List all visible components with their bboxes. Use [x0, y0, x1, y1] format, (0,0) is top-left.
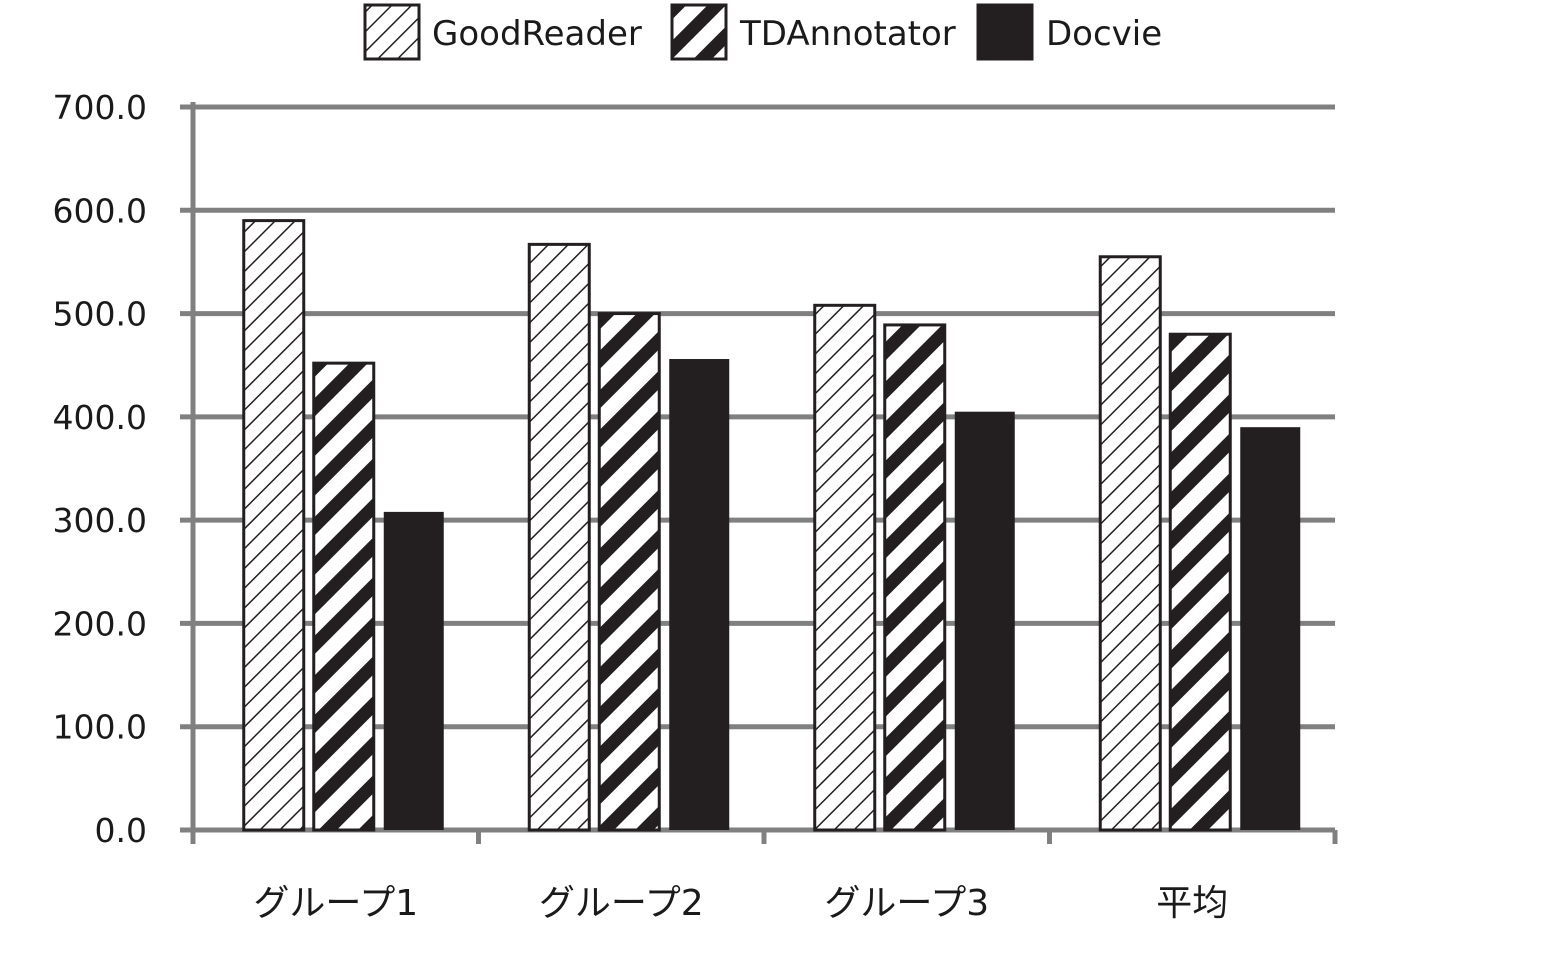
legend-label-docvie: Docvie — [1046, 14, 1162, 54]
y-tick-labels: 0.0 100.0 200.0 300.0 400.0 500.0 600.0 700.0 — [53, 88, 147, 850]
bar-docvie-2 — [669, 359, 730, 830]
bar-goodreader-4 — [1098, 255, 1162, 832]
bar-tdannotator-2 — [597, 312, 661, 832]
category-label: グループ3 — [824, 883, 989, 924]
legend: GoodReader TDAnnotator Docvie — [363, 3, 1162, 61]
y-tick-label: 700.0 — [53, 88, 147, 127]
legend-swatch-tdannotator — [670, 3, 728, 61]
legend-label-tdannotator: TDAnnotator — [739, 14, 956, 54]
y-tick-label: 400.0 — [53, 398, 147, 437]
y-tick-label: 300.0 — [53, 501, 147, 540]
y-tick-label: 100.0 — [53, 708, 147, 747]
bars — [242, 219, 1301, 832]
bar-goodreader-1 — [242, 219, 306, 832]
bar-tdannotator-3 — [883, 323, 947, 832]
bar-goodreader-2 — [527, 242, 591, 832]
category-label: グループ2 — [539, 883, 704, 924]
y-tick-label: 500.0 — [53, 295, 147, 334]
legend-label-goodreader: GoodReader — [432, 14, 642, 54]
legend-swatch-docvie — [976, 3, 1034, 61]
category-label: 平均 — [1156, 883, 1228, 924]
bar-docvie-3 — [954, 411, 1015, 830]
legend-swatch-goodreader — [363, 3, 421, 61]
y-tick-label: 200.0 — [53, 604, 147, 643]
y-tick-label: 0.0 — [95, 811, 147, 850]
bar-docvie-1 — [383, 511, 444, 830]
bar-tdannotator-4 — [1168, 332, 1232, 832]
bar-docvie-4 — [1240, 427, 1301, 830]
bar-goodreader-3 — [813, 303, 877, 832]
y-tick-label: 600.0 — [53, 191, 147, 230]
category-labels: グループ1 グループ2 グループ3 平均 — [253, 883, 1228, 924]
category-label: グループ1 — [253, 883, 418, 924]
bar-tdannotator-1 — [312, 361, 376, 832]
